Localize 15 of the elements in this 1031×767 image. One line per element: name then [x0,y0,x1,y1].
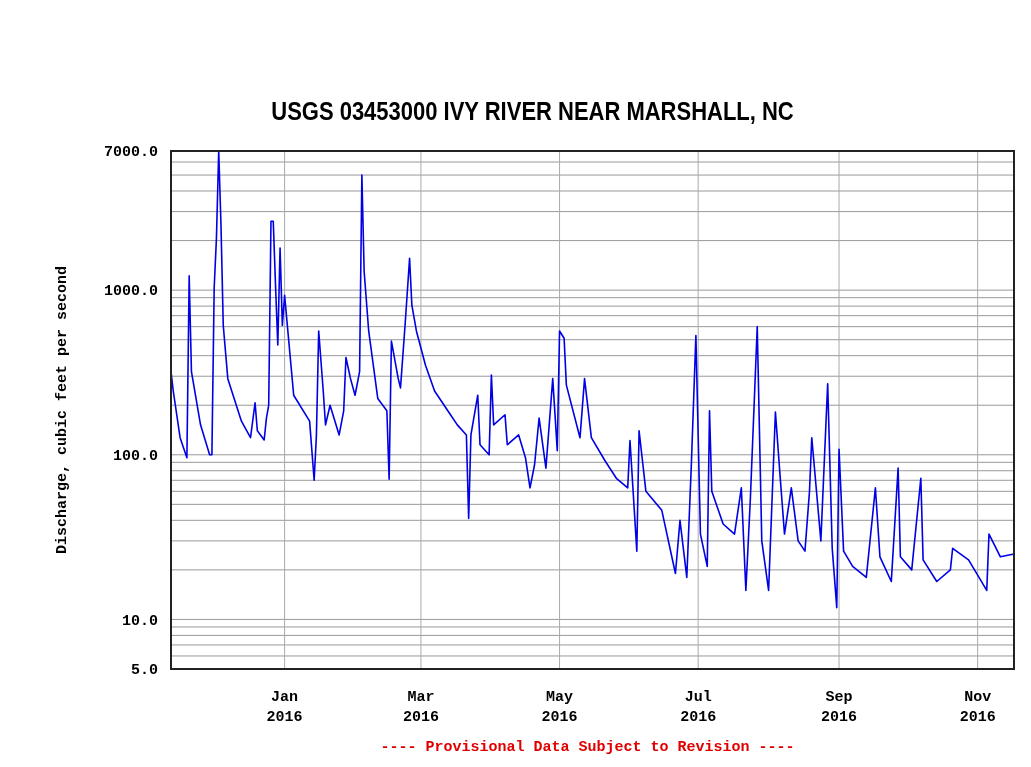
x-tick-label: Sep 2016 [821,689,858,726]
y-tick-label: 5.0 [130,662,158,680]
x-tick-label: Nov 2016 [959,689,996,726]
x-tick-label: May 2016 [541,689,578,726]
x-tick-label: Mar 2016 [402,689,439,726]
text: ---- Provisional Data Subject to Revision ---- [380,739,795,756]
y-tick-label: 10.0 [121,612,158,630]
line-series [170,150,1015,609]
y-tick-label: 1000.0 [103,283,158,301]
y-tick-label: 100.0 [112,448,158,466]
chart-title: USGS 03453000 IVY RIVER NEAR MARSHALL, NC [271,97,794,126]
y-axis-title: Discharge, cubic feet per second [54,265,71,555]
x-tick-label: Jul 2016 [680,689,717,726]
y-tick-label: 7000.0 [103,144,158,162]
x-tick-label: Jan 2016 [266,689,303,726]
